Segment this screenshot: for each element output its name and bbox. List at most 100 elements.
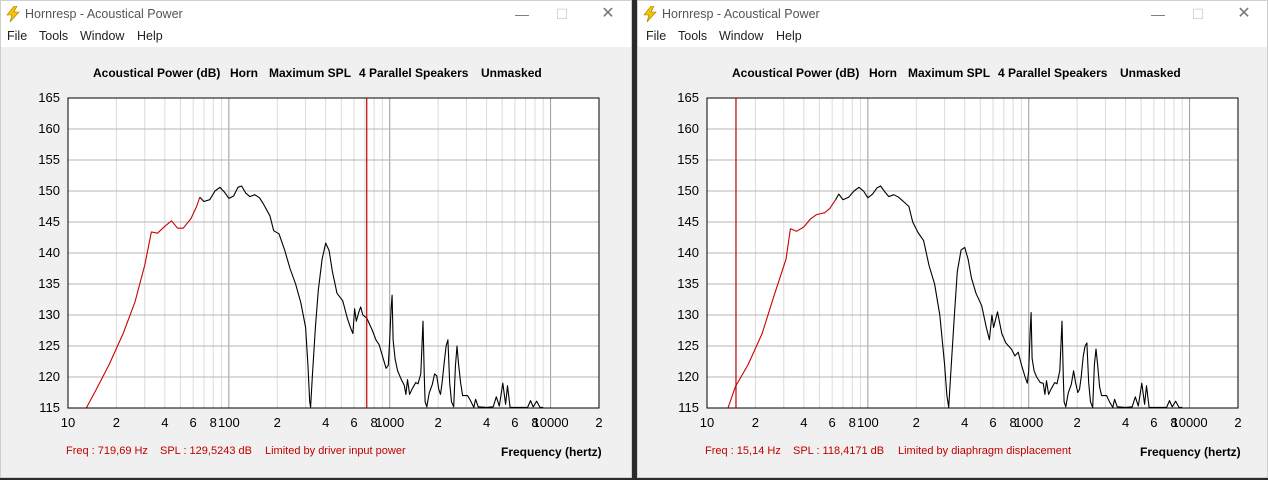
x-tick-label: 8 bbox=[1170, 415, 1177, 430]
x-axis-label: Frequency (hertz) bbox=[501, 445, 602, 459]
y-tick-label: 155 bbox=[38, 152, 60, 167]
menu-tools[interactable]: Tools bbox=[39, 29, 69, 43]
x-tick-label: 10 bbox=[61, 415, 75, 430]
y-tick-label: 160 bbox=[677, 121, 699, 136]
x-tick-label: 8 bbox=[210, 415, 217, 430]
header-quantity: Acoustical Power (dB) bbox=[93, 66, 220, 80]
y-tick-label: 130 bbox=[677, 307, 699, 322]
menu-help[interactable]: Help bbox=[137, 29, 163, 43]
x-tick-label: 100 bbox=[857, 415, 879, 430]
title-bar[interactable]: Hornresp - Acoustical Power — ☐ ✕ bbox=[638, 1, 1267, 27]
x-tick-label: 8 bbox=[531, 415, 538, 430]
maximize-button[interactable]: ☐ bbox=[555, 6, 569, 22]
status-limit: Limited by driver input power bbox=[265, 445, 406, 457]
minimize-button[interactable]: — bbox=[515, 6, 529, 22]
status-spl: SPL : 129,5243 dB bbox=[160, 445, 252, 457]
x-tick-label: 10000 bbox=[532, 415, 568, 430]
x-tick-label: 6 bbox=[190, 415, 197, 430]
x-tick-label: 6 bbox=[350, 415, 357, 430]
y-tick-label: 120 bbox=[677, 369, 699, 384]
y-tick-label: 165 bbox=[677, 90, 699, 105]
series-line-limited bbox=[85, 197, 201, 409]
x-tick-label: 8 bbox=[1010, 415, 1017, 430]
x-tick-label: 1000 bbox=[375, 415, 404, 430]
menu-file[interactable]: File bbox=[7, 29, 28, 43]
y-tick-label: 140 bbox=[38, 245, 60, 260]
maximize-button[interactable]: ☐ bbox=[1191, 6, 1205, 22]
header-speakers: 4 Parallel Speakers bbox=[998, 66, 1108, 80]
status-spl: SPL : 118,4171 dB bbox=[793, 445, 885, 457]
x-tick-label: 6 bbox=[829, 415, 836, 430]
window-acoustical-power-right: Hornresp - Acoustical Power — ☐ ✕ File T… bbox=[637, 0, 1268, 478]
menu-window[interactable]: Window bbox=[719, 29, 764, 43]
lightning-icon bbox=[643, 6, 657, 22]
x-tick-label: 2 bbox=[1234, 415, 1241, 430]
plot-frame bbox=[706, 97, 1239, 409]
x-tick-label: 2 bbox=[595, 415, 602, 430]
header-system: Horn bbox=[230, 66, 258, 80]
x-tick-label: 2 bbox=[274, 415, 281, 430]
x-tick-label: 10 bbox=[700, 415, 714, 430]
window-acoustical-power-left: Hornresp - Acoustical Power — ☐ ✕ File T… bbox=[0, 0, 632, 478]
acoustical-power-chart[interactable]: Acoustical Power (dB) Horn Maximum SPL 4… bbox=[638, 47, 1267, 443]
x-tick-label: 8 bbox=[849, 415, 856, 430]
y-tick-label: 125 bbox=[677, 338, 699, 353]
y-tick-label: 135 bbox=[677, 276, 699, 291]
series-line-response bbox=[199, 185, 544, 408]
y-tick-label: 160 bbox=[38, 121, 60, 136]
y-tick-label: 120 bbox=[38, 369, 60, 384]
title-bar[interactable]: Hornresp - Acoustical Power — ☐ ✕ bbox=[1, 1, 631, 27]
header-system: Horn bbox=[869, 66, 897, 80]
status-frequency: Freq : 719,69 Hz bbox=[66, 445, 148, 457]
x-tick-label: 6 bbox=[511, 415, 518, 430]
acoustical-power-chart[interactable]: Acoustical Power (dB) Horn Maximum SPL 4… bbox=[1, 47, 631, 443]
series-line-response bbox=[835, 185, 1183, 408]
x-tick-label: 2 bbox=[435, 415, 442, 430]
x-tick-label: 2 bbox=[1074, 415, 1081, 430]
y-tick-label: 150 bbox=[677, 183, 699, 198]
y-tick-label: 145 bbox=[38, 214, 60, 229]
x-tick-label: 4 bbox=[161, 415, 168, 430]
header-mode: Maximum SPL bbox=[269, 66, 351, 80]
x-tick-label: 6 bbox=[989, 415, 996, 430]
x-tick-label: 6 bbox=[1150, 415, 1157, 430]
header-mode: Maximum SPL bbox=[908, 66, 990, 80]
y-tick-label: 125 bbox=[38, 338, 60, 353]
menu-bar: File Tools Window Help bbox=[638, 27, 1267, 47]
x-tick-label: 1000 bbox=[1014, 415, 1043, 430]
y-tick-label: 165 bbox=[38, 90, 60, 105]
y-tick-label: 140 bbox=[677, 245, 699, 260]
menu-tools[interactable]: Tools bbox=[678, 29, 708, 43]
status-frequency: Freq : 15,14 Hz bbox=[705, 445, 781, 457]
menu-file[interactable]: File bbox=[646, 29, 667, 43]
header-speakers: 4 Parallel Speakers bbox=[359, 66, 469, 80]
menu-window[interactable]: Window bbox=[80, 29, 125, 43]
header-mask: Unmasked bbox=[1120, 66, 1181, 80]
y-tick-label: 130 bbox=[38, 307, 60, 322]
x-tick-label: 10000 bbox=[1171, 415, 1207, 430]
header-quantity: Acoustical Power (dB) bbox=[732, 66, 859, 80]
lightning-icon bbox=[6, 6, 20, 22]
close-button[interactable]: ✕ bbox=[601, 5, 615, 22]
y-tick-label: 145 bbox=[677, 214, 699, 229]
y-tick-label: 135 bbox=[38, 276, 60, 291]
menu-help[interactable]: Help bbox=[776, 29, 802, 43]
y-tick-label: 115 bbox=[678, 400, 699, 415]
x-tick-label: 4 bbox=[322, 415, 329, 430]
x-tick-label: 4 bbox=[800, 415, 807, 430]
y-tick-label: 115 bbox=[39, 400, 60, 415]
y-tick-label: 155 bbox=[677, 152, 699, 167]
window-title: Hornresp - Acoustical Power bbox=[25, 7, 183, 21]
window-title: Hornresp - Acoustical Power bbox=[662, 7, 820, 21]
menu-bar: File Tools Window Help bbox=[1, 27, 631, 47]
close-button[interactable]: ✕ bbox=[1237, 5, 1251, 22]
x-tick-label: 4 bbox=[483, 415, 490, 430]
x-tick-label: 2 bbox=[913, 415, 920, 430]
x-tick-label: 2 bbox=[113, 415, 120, 430]
x-axis-label: Frequency (hertz) bbox=[1140, 445, 1241, 459]
minimize-button[interactable]: — bbox=[1151, 6, 1165, 22]
x-tick-label: 8 bbox=[371, 415, 378, 430]
x-tick-label: 4 bbox=[1122, 415, 1129, 430]
x-tick-label: 4 bbox=[961, 415, 968, 430]
status-limit: Limited by diaphragm displacement bbox=[898, 445, 1072, 457]
